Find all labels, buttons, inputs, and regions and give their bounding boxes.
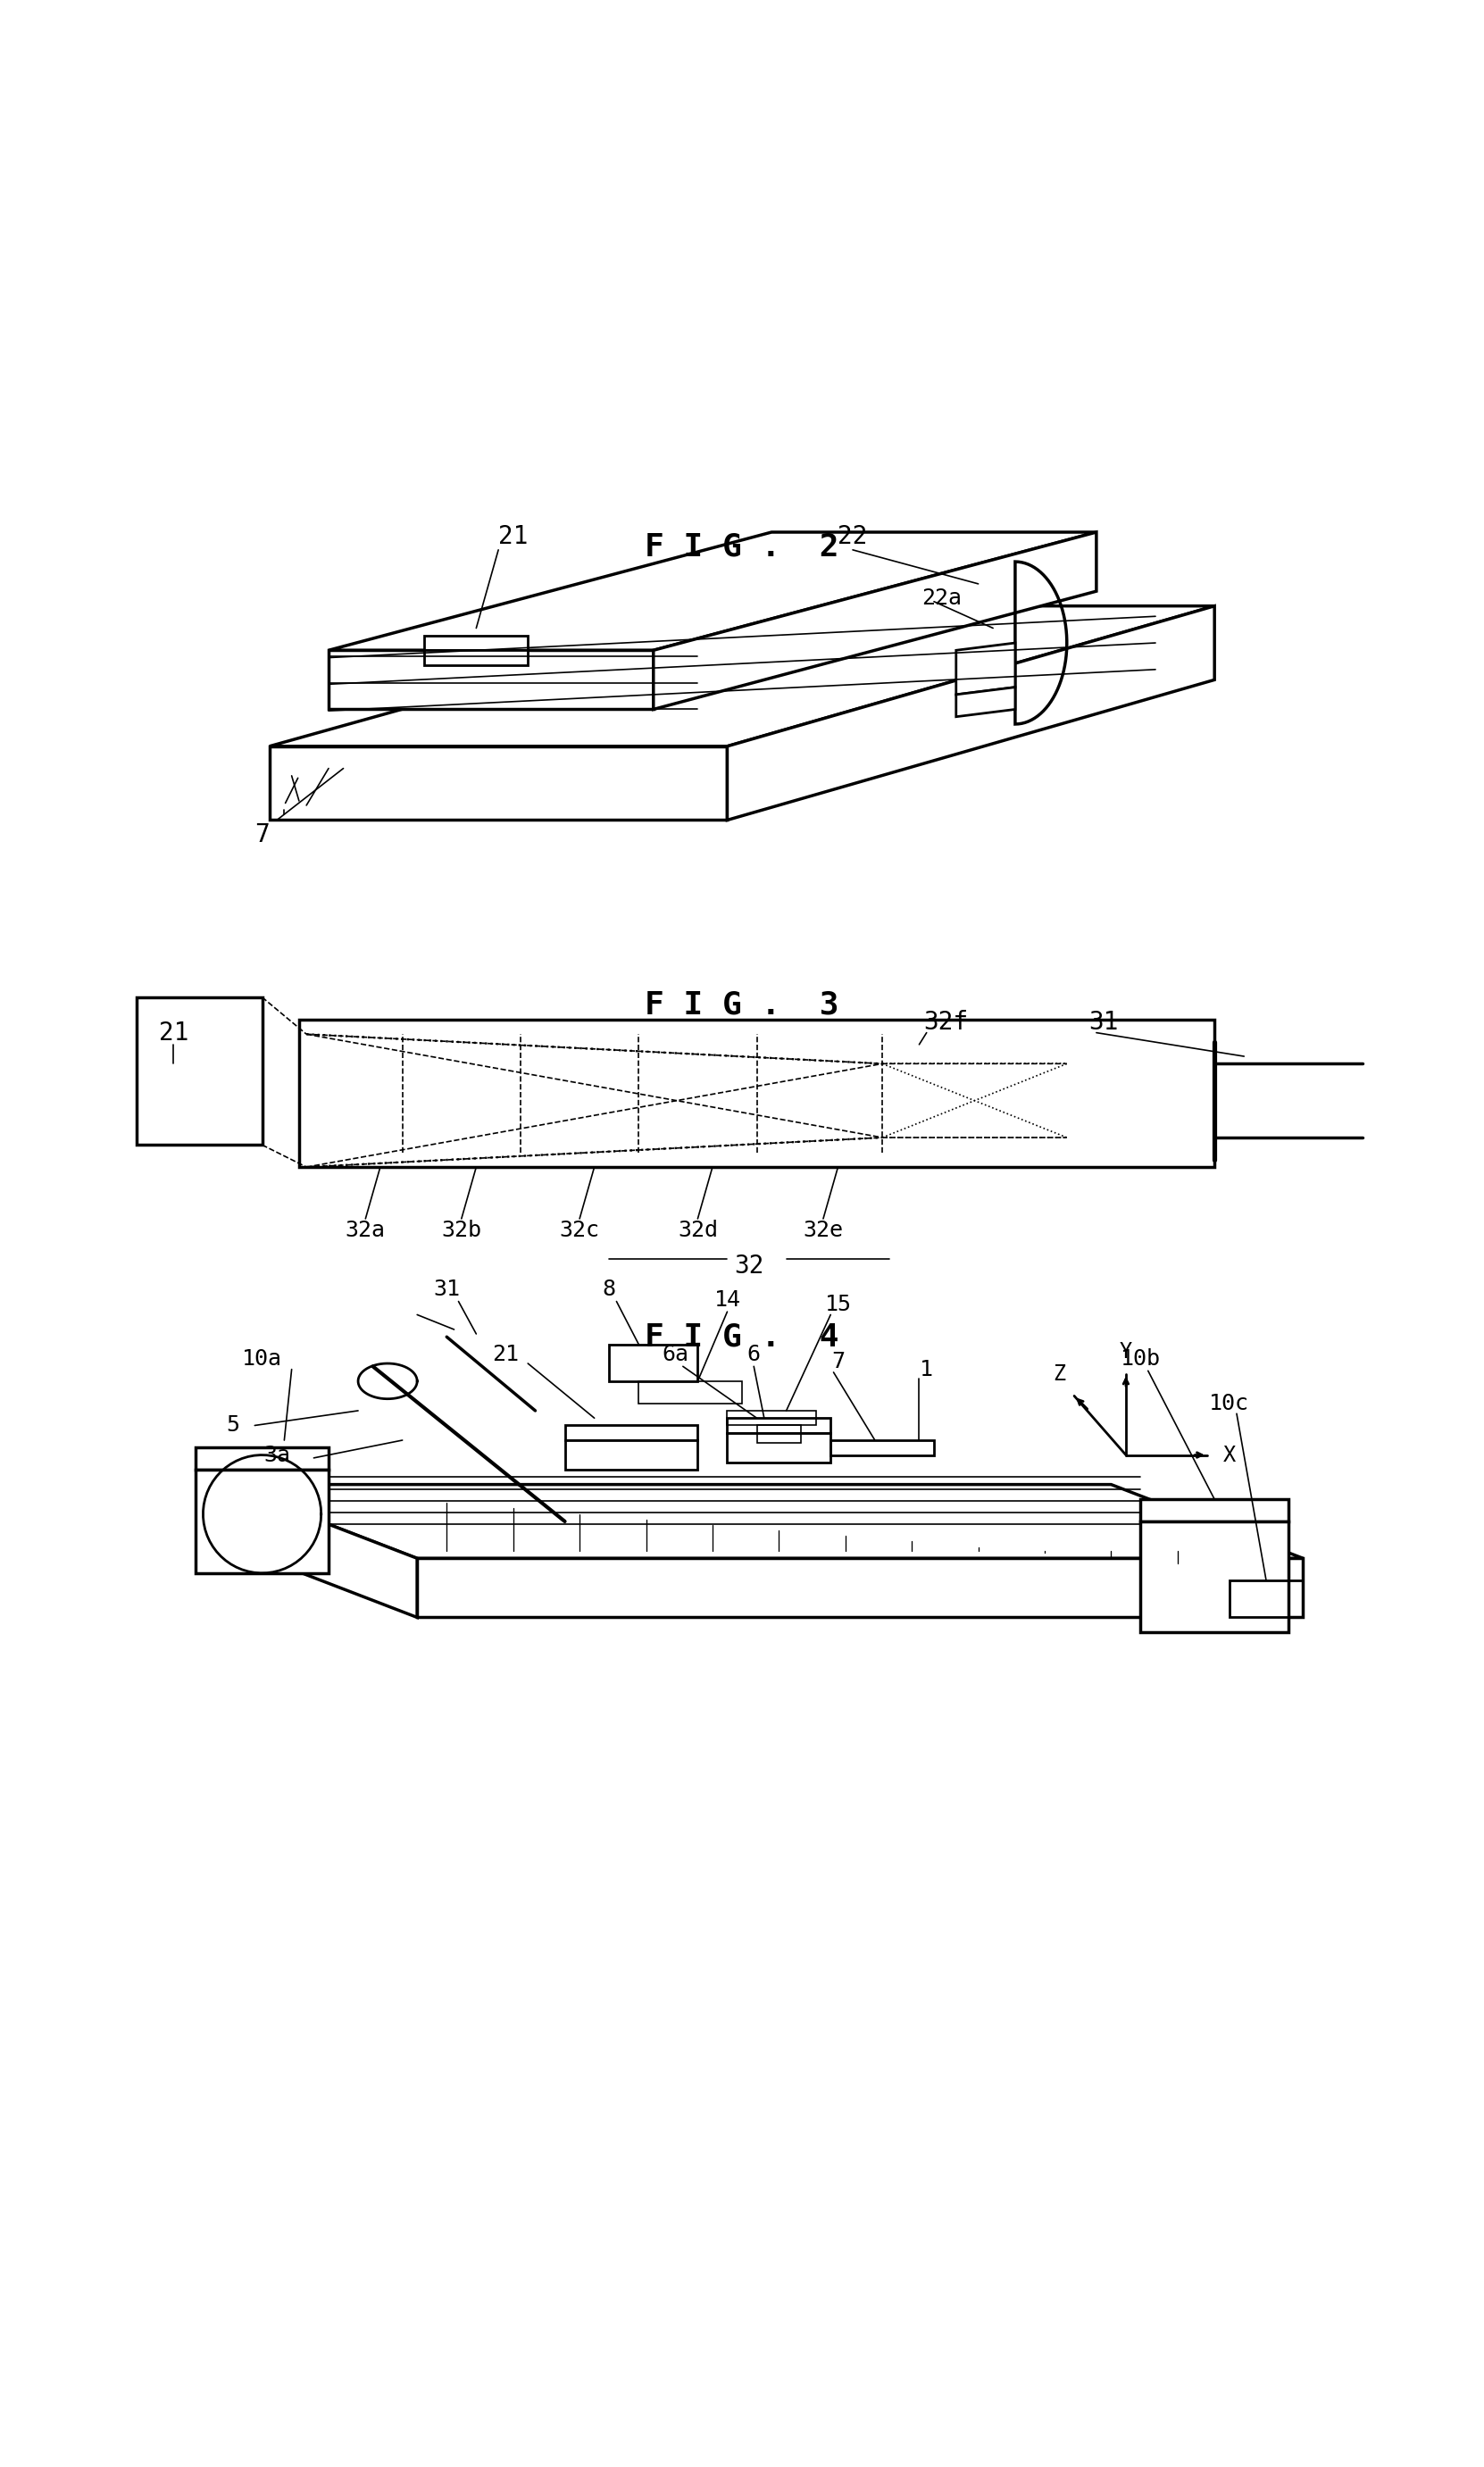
Polygon shape bbox=[328, 651, 653, 666]
Text: 32a: 32a bbox=[346, 1219, 386, 1241]
Text: 32f: 32f bbox=[923, 1009, 968, 1034]
Text: 7: 7 bbox=[831, 1352, 844, 1372]
Polygon shape bbox=[328, 651, 653, 710]
Polygon shape bbox=[727, 607, 1214, 819]
Text: 6: 6 bbox=[746, 1345, 760, 1364]
Text: 7: 7 bbox=[255, 822, 270, 846]
Text: 6a: 6a bbox=[662, 1345, 689, 1364]
Text: F I G .  4: F I G . 4 bbox=[646, 1322, 838, 1352]
Polygon shape bbox=[653, 533, 1097, 710]
Polygon shape bbox=[956, 644, 1015, 696]
Polygon shape bbox=[424, 651, 528, 666]
Polygon shape bbox=[424, 636, 528, 651]
Text: 21: 21 bbox=[159, 1021, 188, 1046]
Text: 22a: 22a bbox=[922, 587, 962, 609]
Polygon shape bbox=[226, 1485, 1303, 1559]
Text: 22: 22 bbox=[838, 523, 868, 550]
Text: 5: 5 bbox=[226, 1414, 239, 1436]
Text: Y: Y bbox=[1119, 1342, 1132, 1362]
Text: 10c: 10c bbox=[1209, 1391, 1250, 1414]
Polygon shape bbox=[1141, 1500, 1288, 1522]
Text: 32c: 32c bbox=[559, 1219, 600, 1241]
Text: 32d: 32d bbox=[678, 1219, 718, 1241]
Text: 8: 8 bbox=[603, 1278, 616, 1300]
Polygon shape bbox=[270, 607, 1214, 745]
Polygon shape bbox=[1141, 1522, 1288, 1633]
Text: 32e: 32e bbox=[803, 1219, 843, 1241]
Text: Z: Z bbox=[1054, 1364, 1066, 1384]
Text: 31: 31 bbox=[1089, 1009, 1119, 1034]
Text: 32: 32 bbox=[735, 1253, 764, 1278]
Polygon shape bbox=[417, 1559, 1303, 1618]
Text: 31: 31 bbox=[433, 1278, 460, 1300]
Polygon shape bbox=[196, 1448, 328, 1470]
Text: 3a: 3a bbox=[264, 1443, 291, 1465]
Polygon shape bbox=[727, 1433, 831, 1463]
Text: 21: 21 bbox=[499, 523, 528, 550]
Polygon shape bbox=[565, 1441, 697, 1470]
Text: 14: 14 bbox=[714, 1290, 741, 1310]
Polygon shape bbox=[328, 533, 1097, 651]
Polygon shape bbox=[565, 1426, 697, 1441]
Polygon shape bbox=[956, 688, 1015, 718]
Polygon shape bbox=[226, 1485, 417, 1618]
Text: 32b: 32b bbox=[441, 1219, 481, 1241]
Text: 21: 21 bbox=[493, 1345, 519, 1364]
Text: X: X bbox=[1223, 1443, 1236, 1465]
Polygon shape bbox=[270, 745, 727, 819]
Text: 10b: 10b bbox=[1120, 1349, 1160, 1369]
Text: F I G .  2: F I G . 2 bbox=[646, 533, 838, 562]
Polygon shape bbox=[196, 1470, 328, 1574]
Polygon shape bbox=[727, 1419, 831, 1433]
Text: F I G .  3: F I G . 3 bbox=[646, 989, 838, 1019]
Text: 10a: 10a bbox=[242, 1349, 282, 1369]
Text: 1: 1 bbox=[920, 1359, 933, 1379]
Text: 15: 15 bbox=[825, 1293, 852, 1315]
